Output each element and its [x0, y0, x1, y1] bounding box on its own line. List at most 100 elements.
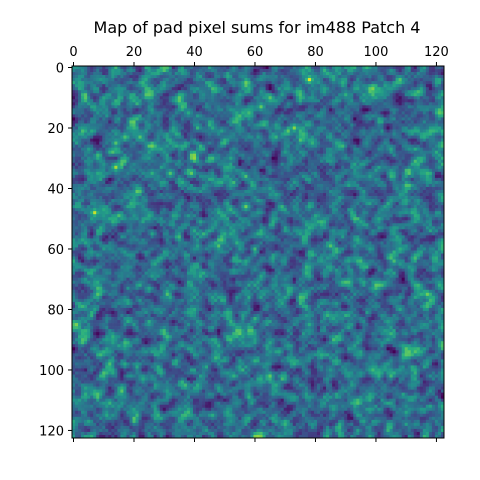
heatmap-cell [144, 147, 148, 152]
heatmap-cell [87, 132, 91, 136]
heatmap-cell [422, 99, 427, 103]
heatmap-cell [135, 105, 139, 109]
heatmap-cell [265, 75, 269, 79]
heatmap-cell [114, 171, 118, 176]
heatmap-cell [365, 93, 369, 97]
heatmap-cell [72, 69, 76, 73]
heatmap-cell [238, 93, 242, 97]
heatmap-cell [171, 99, 176, 103]
heatmap-cell [277, 120, 282, 124]
heatmap-cell [120, 105, 124, 109]
heatmap-cell [335, 120, 339, 124]
heatmap-cell [78, 168, 82, 173]
heatmap-cell [150, 150, 155, 155]
heatmap-cell [120, 72, 124, 76]
heatmap-cell [413, 150, 418, 155]
heatmap-cell [389, 174, 393, 179]
heatmap-cell [335, 153, 339, 158]
heatmap-cell [359, 162, 363, 167]
heatmap-cell [338, 138, 342, 142]
heatmap-cell [431, 135, 436, 139]
heatmap-cell [108, 174, 112, 179]
heatmap-cell [401, 72, 406, 76]
heatmap-cell [93, 99, 97, 103]
heatmap-cell [114, 99, 118, 103]
heatmap-cell [410, 177, 415, 182]
heatmap-cell [156, 147, 161, 152]
heatmap-cell [162, 165, 167, 170]
heatmap-cell [320, 69, 324, 73]
heatmap-cell [223, 186, 227, 191]
heatmap-cell [102, 108, 106, 112]
heatmap-cell [114, 78, 118, 82]
heatmap-cell [262, 159, 266, 164]
heatmap-cell [256, 117, 260, 121]
heatmap-cell [247, 147, 251, 152]
heatmap-cell [313, 129, 318, 133]
heatmap-cell [214, 114, 218, 118]
heatmap-cell [274, 177, 279, 182]
heatmap-cell [168, 102, 173, 106]
heatmap-cell [386, 69, 390, 73]
heatmap-cell [283, 105, 288, 109]
heatmap-cell [313, 156, 318, 161]
heatmap-cell [353, 111, 357, 115]
heatmap-cell [416, 162, 421, 167]
heatmap-cell [171, 87, 176, 91]
heatmap-cell [386, 81, 390, 85]
heatmap-cell [153, 105, 158, 109]
heatmap-cell [428, 153, 433, 158]
heatmap-cell [326, 174, 330, 179]
heatmap-cell [186, 120, 191, 124]
heatmap-cell [186, 117, 191, 121]
heatmap-cell [265, 138, 269, 142]
heatmap-cell [220, 171, 224, 176]
heatmap-cell [428, 156, 433, 161]
heatmap-cell [265, 150, 269, 155]
heatmap-cell [259, 75, 263, 79]
heatmap-cell [295, 87, 300, 91]
heatmap-cell [377, 105, 381, 109]
heatmap-cell [313, 138, 318, 142]
heatmap-cell [253, 105, 257, 109]
heatmap-cell [259, 186, 263, 191]
heatmap-cell [241, 84, 245, 88]
heatmap-cell [220, 105, 224, 109]
heatmap-cell [271, 72, 275, 76]
heatmap-cell [332, 135, 336, 139]
heatmap-cell [416, 153, 421, 158]
heatmap-cell [208, 105, 212, 109]
heatmap-cell [117, 138, 121, 142]
heatmap-cell [241, 129, 245, 133]
heatmap-cell [211, 87, 215, 91]
heatmap-cell [111, 141, 115, 145]
heatmap-cell [395, 78, 399, 82]
heatmap-cell [120, 135, 124, 139]
heatmap-cell [220, 168, 224, 173]
heatmap-cell [392, 75, 396, 79]
heatmap-cell [401, 99, 406, 103]
heatmap-cell [437, 126, 442, 130]
heatmap-cell [123, 90, 127, 94]
heatmap-cell [434, 147, 439, 152]
heatmap-cell [156, 129, 161, 133]
heatmap-cell [111, 147, 115, 152]
heatmap-cell [211, 90, 215, 94]
heatmap-cell [144, 75, 148, 79]
heatmap-cell [214, 129, 218, 133]
heatmap-cell [307, 75, 312, 79]
heatmap-cell [413, 96, 418, 100]
heatmap-cell [310, 117, 315, 121]
heatmap-cell [99, 171, 103, 176]
heatmap-cell [75, 66, 79, 70]
heatmap-cell [226, 186, 230, 191]
heatmap-cell [374, 159, 378, 164]
heatmap-cell [114, 87, 118, 91]
heatmap-cell [123, 183, 127, 188]
heatmap-cell [108, 69, 112, 73]
heatmap-cell [313, 81, 318, 85]
heatmap-cell [156, 180, 161, 185]
heatmap-cell [123, 105, 127, 109]
heatmap-cell [126, 153, 130, 158]
heatmap-cell [428, 174, 433, 179]
